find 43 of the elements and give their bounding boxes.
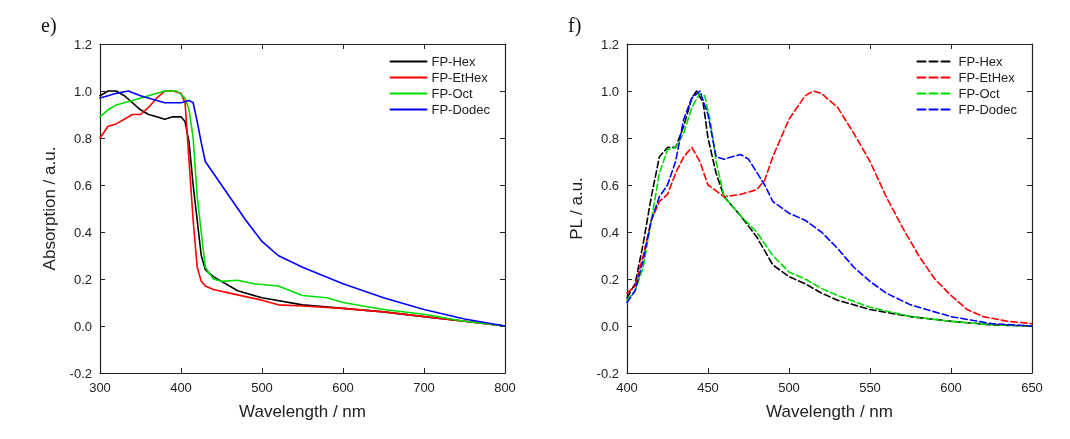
legend-label: FP-Oct bbox=[431, 86, 474, 101]
legend-label: FP-Oct bbox=[958, 86, 1001, 101]
y-tick-label: 0.4 bbox=[73, 224, 92, 240]
x-tick-label: 800 bbox=[494, 380, 516, 395]
y-tick-label: 1.0 bbox=[73, 83, 92, 99]
y-tick-label: 0.0 bbox=[73, 318, 92, 334]
x-tick-label: 300 bbox=[89, 380, 111, 395]
line-series bbox=[99, 90, 506, 327]
x-tick-label: 600 bbox=[940, 380, 962, 395]
y-tick-label: 0.6 bbox=[600, 177, 619, 193]
y-tick-label: 0.6 bbox=[73, 177, 92, 193]
legend-label: FP-Hex bbox=[958, 54, 1004, 69]
x-tick-label: 600 bbox=[332, 380, 354, 395]
y-tick-label: 1.0 bbox=[600, 83, 619, 99]
y-axis-title: Absorption / a.u. bbox=[40, 146, 59, 271]
y-tick-label: -0.2 bbox=[596, 365, 619, 381]
x-tick-label: 450 bbox=[697, 380, 719, 395]
chart-title: e) bbox=[41, 14, 57, 37]
y-tick-label: 0.0 bbox=[600, 318, 619, 334]
x-tick-label: 650 bbox=[1021, 380, 1043, 395]
x-tick-label: 500 bbox=[251, 380, 273, 395]
legend-label: FP-Dodec bbox=[431, 102, 491, 117]
x-tick-label: 550 bbox=[859, 380, 881, 395]
x-tick-label: 400 bbox=[170, 380, 192, 395]
legend-label: FP-Hex bbox=[431, 54, 477, 69]
y-tick-label: -0.2 bbox=[69, 365, 92, 381]
y-tick-label: 1.2 bbox=[600, 36, 619, 52]
x-axis-title: Wavelength / nm bbox=[766, 402, 893, 421]
y-tick-label: 0.4 bbox=[600, 224, 619, 240]
y-axis-title: PL / a.u. bbox=[567, 177, 586, 240]
y-tick-label: 0.2 bbox=[73, 271, 92, 287]
y-tick-label: 0.2 bbox=[600, 271, 619, 287]
x-axis-title: Wavelength / nm bbox=[239, 402, 366, 421]
x-tick-label: 400 bbox=[616, 380, 638, 395]
y-tick-label: 1.2 bbox=[73, 36, 92, 52]
legend-label: FP-Dodec bbox=[958, 102, 1018, 117]
chart-title: f) bbox=[568, 14, 582, 37]
x-tick-label: 500 bbox=[778, 380, 800, 395]
y-tick-label: 0.8 bbox=[600, 130, 619, 146]
legend-label: FP-EtHex bbox=[431, 70, 489, 85]
x-tick-label: 700 bbox=[413, 380, 435, 395]
y-tick-label: 0.8 bbox=[73, 130, 92, 146]
legend-label: FP-EtHex bbox=[958, 70, 1016, 85]
